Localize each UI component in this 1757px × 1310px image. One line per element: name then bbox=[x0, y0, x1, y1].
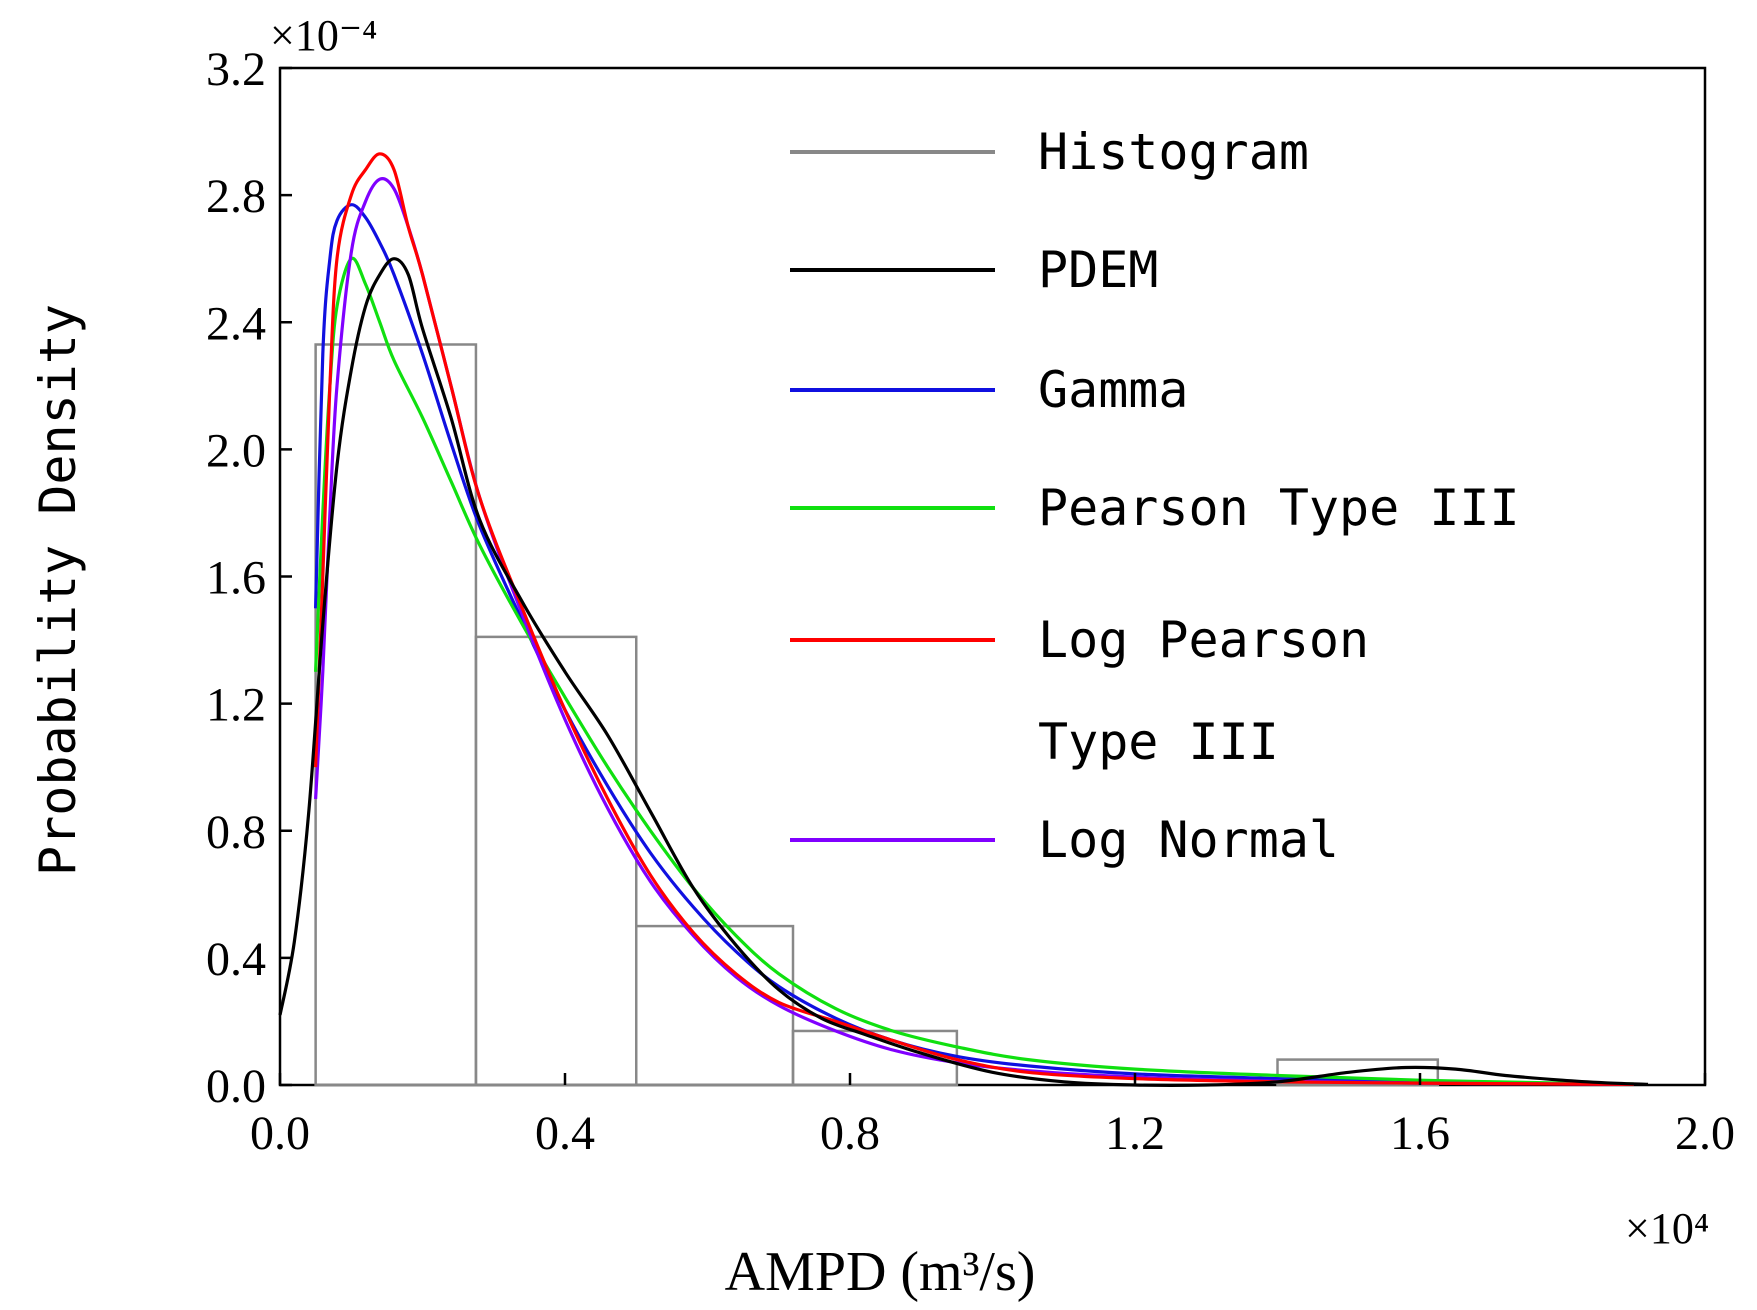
y-multiplier: ×10⁻⁴ bbox=[270, 11, 377, 60]
x-tick-label-4: 1.6 bbox=[1390, 1107, 1450, 1160]
series-line-pearson3 bbox=[314, 256, 1634, 1086]
x-tick-label-2: 0.8 bbox=[820, 1107, 880, 1160]
legend-label-lognormal: Log Normal bbox=[1038, 811, 1339, 869]
x-tick-label-0: 0.0 bbox=[250, 1107, 310, 1160]
y-tick-label-5: 2.0 bbox=[206, 424, 266, 477]
y-tick-label-3: 1.2 bbox=[206, 679, 266, 732]
series-line-lognormal bbox=[314, 177, 1634, 1086]
legend-label-logpearson3-line2: Type III bbox=[1038, 713, 1279, 771]
histogram-bar-1 bbox=[474, 635, 638, 1087]
y-tick-label-6: 2.4 bbox=[206, 297, 266, 350]
series-line-pdem bbox=[278, 257, 1649, 1087]
legend-label-gamma: Gamma bbox=[1038, 361, 1189, 419]
legend-label-logpearson3: Log Pearson bbox=[1038, 611, 1369, 669]
x-tick-label-5: 2.0 bbox=[1675, 1107, 1735, 1160]
y-tick-label-1: 0.4 bbox=[206, 933, 266, 986]
x-tick-label-3: 1.2 bbox=[1105, 1107, 1165, 1160]
legend-label-histogram: Histogram bbox=[1038, 123, 1309, 181]
y-tick-label-8: 3.2 bbox=[206, 43, 266, 96]
series-layer bbox=[278, 152, 1649, 1087]
x-tick-label-1: 0.4 bbox=[535, 1107, 595, 1160]
y-tick-label-7: 2.8 bbox=[206, 170, 266, 223]
y-axis-title: Probability Density bbox=[29, 304, 87, 876]
y-tick-label-4: 1.6 bbox=[206, 552, 266, 605]
legend-label-pdem: PDEM bbox=[1038, 241, 1158, 299]
series-line-gamma bbox=[314, 203, 1634, 1086]
plot-frame bbox=[278, 66, 1707, 1087]
x-axis-title: AMPD (m³/s) bbox=[725, 1241, 1036, 1303]
x-multiplier: ×10⁴ bbox=[1625, 1204, 1709, 1253]
series-line-logpearson3 bbox=[314, 152, 1634, 1086]
axes-layer: 0.0 0.4 0.8 1.2 1.6 2.0 0.0 0.4 0.8 1.2 1.6 2.0 2.4 2… bbox=[206, 43, 1735, 1160]
histogram-bar-2 bbox=[635, 924, 795, 1087]
y-tick-label-0: 0.0 bbox=[206, 1060, 266, 1113]
legend: Histogram PDEM Gamma Pearson Type III Log Pe… bbox=[790, 123, 1520, 869]
legend-label-pearson3: Pearson Type III bbox=[1038, 479, 1520, 537]
y-tick-label-2: 0.8 bbox=[206, 806, 266, 859]
histogram-bar-6 bbox=[1276, 1058, 1440, 1087]
